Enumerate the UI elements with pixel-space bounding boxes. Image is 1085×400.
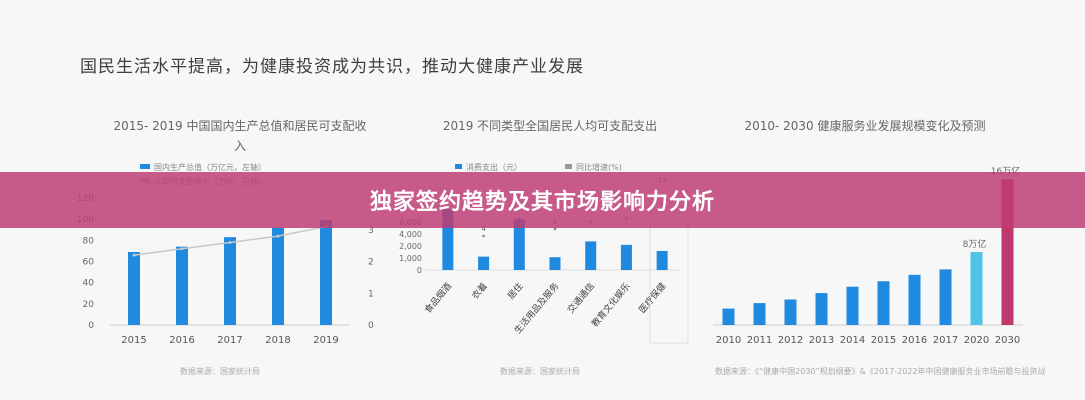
chart1-legend-label-0: 国内生产总值（万亿元，左轴） [154,162,266,172]
chart2-bar-4 [585,241,597,270]
chart2-data-label-1: 4 [481,225,486,233]
chart2-bar-6 [656,250,668,270]
chart2-y-tick: 4,000 [399,230,422,239]
chart3-source: 数据来源：《“健康中国2030”规划纲要》&《2017-2022年中国健康服务业… [715,367,1045,376]
chart3-x-tick: 2011 [747,335,772,346]
chart2-x-tick: 交通通信 [565,280,597,315]
chart3-bar-2017 [939,269,952,325]
chart1-bar-2015 [128,251,140,325]
chart3-x-tick: 2016 [902,335,927,346]
chart1-y2-tick: 0 [368,321,374,331]
chart2-bar-1 [478,256,490,270]
chart2-bar-0 [442,209,454,270]
chart3-x-tick: 2030 [995,335,1020,346]
chart1-income-point-3 [276,234,280,238]
chart2-x-tick: 食品烟酒 [422,280,454,315]
chart3-bar-2016 [908,274,921,325]
chart2-x-tick: 居住 [505,280,526,302]
chart1-y-tick: 0 [88,321,94,331]
chart2-y-tick: 0 [417,266,422,275]
chart2-growth-point-3 [553,227,557,231]
chart2-legend-swatch-1 [565,164,572,169]
chart1-income-point-0 [132,253,136,257]
chart2-bar-2 [513,219,525,270]
chart1-bar-2018 [272,227,284,325]
chart2-growth-point-1 [482,234,485,238]
chart2-legend-swatch-0 [455,164,462,169]
title-banner: 独家签约趋势及其市场影响力分析 [0,172,1085,228]
chart1-title: 2015- 2019 中国国内生产总值和居民可支配收入 [113,119,367,153]
chart1-y-tick: 40 [83,279,95,289]
page-headline: 国民生活水平提高，为健康投资成为共识，推动大健康产业发展 [80,57,584,77]
chart1-bar-2019 [320,220,332,325]
chart2-y-tick: 1,000 [399,254,422,263]
chart1-bar-2016 [176,246,188,325]
chart1-y-tick: 60 [83,258,95,268]
chart1-y2-tick: 1 [368,289,374,299]
chart2-bar-3 [549,257,561,270]
chart1-income-point-1 [180,247,184,251]
chart3-bar-2010 [722,308,735,325]
chart1-x-tick: 2018 [265,335,290,346]
chart3-bar-2011 [753,303,766,325]
chart3-x-tick: 2013 [809,335,834,346]
banner-title: 独家签约趋势及其市场影响力分析 [369,190,715,215]
chart3-x-tick: 2012 [778,335,803,346]
chart2-bar-5 [620,244,632,270]
chart3-bar-2015 [877,281,890,325]
chart2-legend-label-1: 同比增速(%) [576,162,622,172]
chart3-x-tick: 2020 [964,335,989,346]
chart2-x-tick: 医疗保健 [636,280,668,315]
chart1-x-tick: 2015 [121,335,146,346]
chart1-y-tick: 80 [83,236,95,246]
chart3-x-tick: 2010 [716,335,741,346]
chart1-income-point-2 [228,240,232,244]
chart3-x-tick: 2014 [840,335,865,346]
chart1-legend-swatch-0 [140,164,150,169]
chart1-y2-tick: 2 [368,258,374,268]
chart1-source: 数据来源：国家统计局 [180,367,260,376]
chart3-bar-2013 [815,293,828,325]
chart2-y-tick: 2,000 [399,242,422,251]
chart2-x-tick: 衣着 [469,280,490,302]
chart1-x-tick: 2017 [217,335,242,346]
chart3-x-tick: 2015 [871,335,896,346]
chart3-x-tick: 2017 [933,335,958,346]
chart3-bar-2014 [846,286,859,325]
chart3-title: 2010- 2030 健康服务业发展规模变化及预测 [744,119,986,133]
chart2-legend-label-0: 消费支出（元） [466,162,522,172]
chart1-x-tick: 2019 [313,335,338,346]
chart1-bar-2017 [224,237,236,325]
chart3-bar-2020 [970,252,983,325]
chart1-x-tick: 2016 [169,335,194,346]
chart2-consumption-spending: 消费支出（元）同比增速(%)01,0002,0004,0006,000食品烟酒4… [399,162,689,344]
chart2-title: 2019 不同类型全国居民人均可支配支出 [442,119,658,133]
chart3-data-label-8: 8万亿 [963,238,987,250]
chart1-y-tick: 20 [83,300,95,310]
chart3-bar-2012 [784,299,797,325]
chart2-source: 数据来源：国家统计局 [500,367,580,376]
chart1-y2-tick: 3 [368,226,374,236]
